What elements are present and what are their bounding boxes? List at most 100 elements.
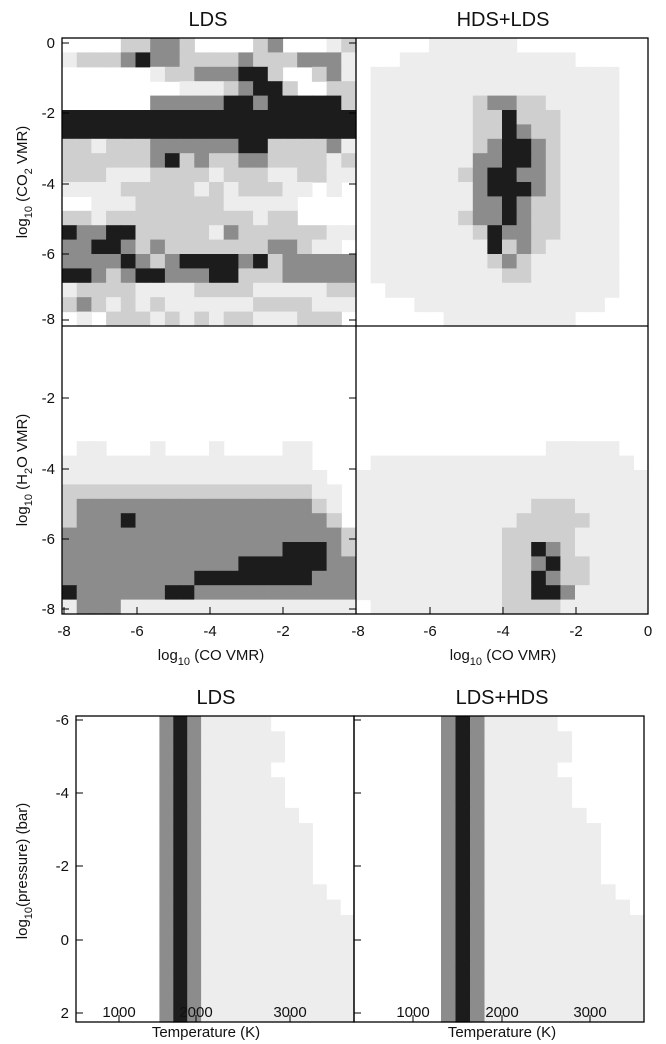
- heatmap-cell: [91, 167, 107, 183]
- heatmap-cell: [223, 585, 239, 601]
- heatmap-cell: [499, 761, 515, 778]
- heatmap-cell: [513, 792, 529, 809]
- heatmap-cell: [187, 823, 202, 839]
- heatmap-cell: [545, 138, 561, 154]
- heatmap-cell: [209, 311, 225, 327]
- heatmap-cell: [341, 110, 357, 125]
- heatmap-cell: [284, 945, 299, 962]
- heatmap-cell: [545, 210, 561, 226]
- heatmap-cell: [284, 930, 299, 947]
- heatmap-cell: [76, 297, 92, 313]
- heatmap-cell: [458, 542, 474, 557]
- heatmap-cell: [326, 38, 342, 53]
- heatmap-cell: [589, 542, 605, 557]
- heatmap-cell: [215, 731, 230, 748]
- heatmap-cell: [135, 167, 151, 183]
- heatmap-cell: [487, 297, 503, 313]
- heatmap-cell: [209, 124, 225, 140]
- heatmap-cell: [256, 807, 272, 824]
- heatmap-cell: [62, 470, 78, 485]
- heatmap-cell: [215, 716, 230, 732]
- heatmap-cell: [604, 153, 620, 169]
- heatmap-cell: [458, 124, 474, 140]
- heatmap-cell: [356, 542, 372, 557]
- heatmap-cell: [341, 542, 357, 557]
- heatmap-cell: [455, 731, 471, 748]
- heatmap-cell: [179, 38, 195, 53]
- heatmap-cell: [455, 761, 471, 778]
- heatmap-cell: [326, 282, 342, 298]
- heatmap-cell: [487, 556, 503, 572]
- heatmap-cell: [106, 556, 122, 572]
- heatmap-cell: [150, 66, 166, 82]
- heatmap-cell: [76, 570, 92, 586]
- heatmap-cell: [575, 124, 591, 140]
- heatmap-cell: [615, 914, 631, 931]
- heatmap-cell: [531, 556, 547, 572]
- heatmap-cell: [618, 570, 634, 586]
- heatmap-cell: [429, 210, 445, 226]
- heatmap-cell: [499, 869, 515, 885]
- heatmap-cell: [472, 210, 488, 226]
- heatmap-cell: [62, 282, 78, 298]
- heatmap-cell: [223, 311, 239, 327]
- heatmap-cell: [223, 570, 239, 586]
- heatmap-cell: [135, 124, 151, 140]
- heatmap-cell: [571, 960, 587, 977]
- heatmap-cell: [238, 167, 254, 183]
- heatmap-cell: [242, 914, 258, 931]
- heatmap-cell: [253, 556, 269, 572]
- heatmap-cell: [399, 268, 415, 284]
- heatmap-cell: [455, 853, 471, 870]
- heatmap-cell: [429, 455, 445, 471]
- heatmap-cell: [135, 527, 151, 543]
- heatmap-cell: [326, 95, 342, 111]
- heatmap-cell: [341, 556, 357, 572]
- heatmap-cell: [560, 470, 576, 485]
- heatmap-cell: [326, 930, 341, 947]
- heatmap-cell: [340, 960, 355, 977]
- heatmap-cell: [311, 513, 328, 529]
- heatmap-cell: [194, 210, 210, 226]
- heatmap-cell: [270, 792, 286, 809]
- heatmap-cell: [194, 196, 210, 212]
- heatmap-cell: [385, 81, 401, 97]
- heatmap-cell: [267, 268, 284, 284]
- heatmap-cell: [326, 81, 342, 97]
- heatmap-cell: [76, 542, 92, 557]
- heatmap-cell: [499, 960, 515, 977]
- heatmap-cell: [270, 746, 286, 763]
- heatmap-cell: [297, 556, 313, 572]
- heatmap-cell: [150, 441, 166, 457]
- heatmap-cell: [516, 153, 532, 169]
- heatmap-cell: [201, 853, 216, 870]
- heatmap-cell: [282, 311, 298, 327]
- heatmap-cell: [575, 196, 591, 212]
- heatmap-cell: [542, 838, 558, 855]
- ylabel-co2: log10 (CO2 VMR): [14, 126, 35, 239]
- heatmap-cell: [238, 182, 254, 197]
- heatmap-cell: [531, 585, 547, 601]
- heatmap-cell: [62, 585, 78, 601]
- heatmap-ldsco2: [62, 38, 357, 327]
- heatmap-cell: [560, 225, 576, 241]
- heatmap-cell: [223, 225, 239, 241]
- heatmap-cell: [458, 570, 474, 586]
- heatmap-cell: [633, 527, 649, 543]
- heatmap-cell: [91, 124, 107, 140]
- heatmap-cell: [560, 484, 576, 500]
- heatmap-cell: [385, 542, 401, 557]
- heatmap-cell: [238, 498, 254, 514]
- heatmap-cell: [557, 792, 573, 809]
- heatmap-cell: [499, 991, 515, 1008]
- heatmap-cell: [297, 585, 313, 601]
- heatmap-cell: [164, 542, 181, 557]
- heatmap-cell: [545, 153, 561, 169]
- heatmap-cell: [238, 225, 254, 241]
- heatmap-cell: [282, 210, 298, 226]
- heatmap-cell: [179, 527, 195, 543]
- heatmap-cell: [429, 498, 445, 514]
- heatmap-cell: [370, 513, 386, 529]
- heatmap-cell: [604, 225, 620, 241]
- heatmap-cell: [223, 182, 239, 197]
